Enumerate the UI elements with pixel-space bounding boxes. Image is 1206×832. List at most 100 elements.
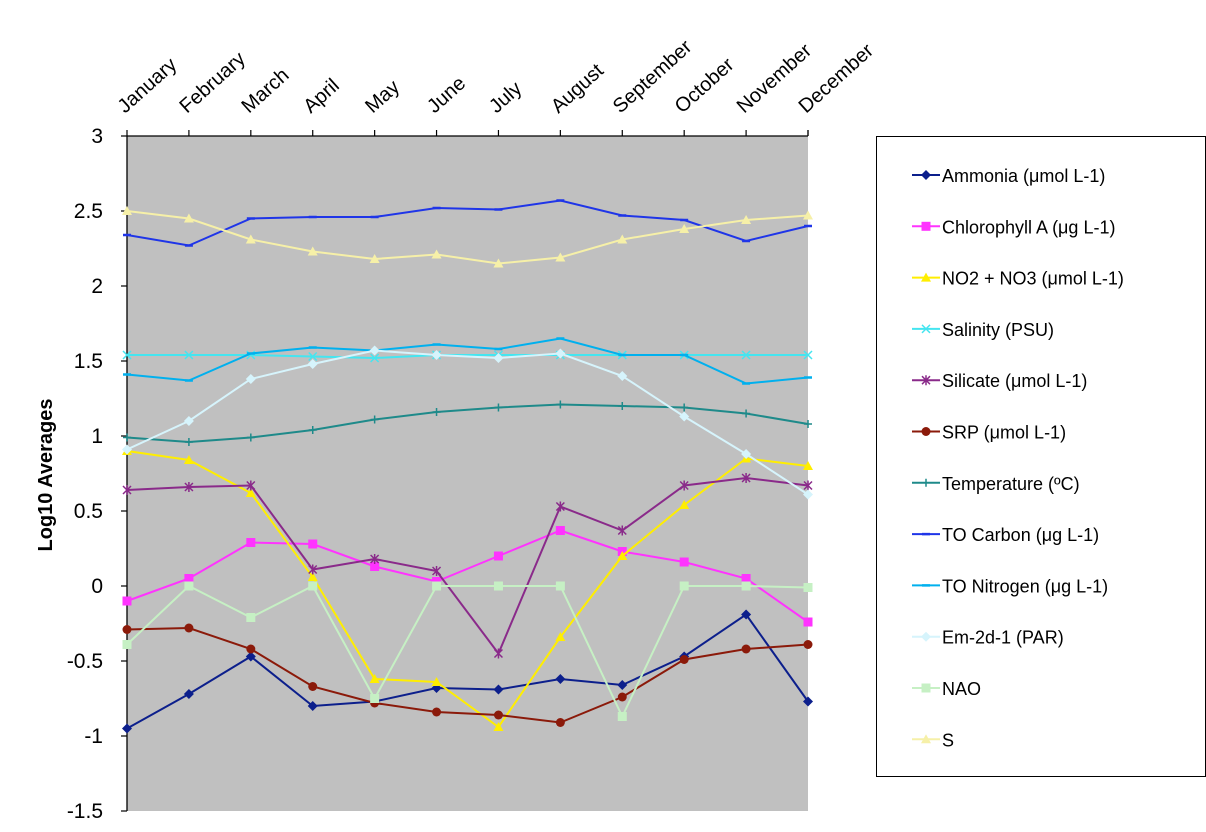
data-point [493,684,504,695]
data-point [741,574,751,583]
series-7 [123,400,812,446]
data-point [183,416,194,426]
data-point [122,350,132,360]
data-point [679,224,690,233]
data-point [308,539,318,549]
data-point [183,455,194,464]
legend-label: Temperature (ºC) [942,474,1080,494]
data-point [555,581,565,591]
data-point [432,581,442,591]
data-point [122,723,132,734]
series-line [126,450,809,729]
data-point [679,411,690,422]
data-point [803,210,813,220]
x-tick-label: April [299,75,343,118]
data-point [122,444,132,455]
data-point [246,644,256,654]
legend-label: Ammonia (μmol L-1) [942,166,1105,186]
legend-item: Temperature (ºC) [912,474,1080,494]
data-point [555,718,565,727]
series-line [126,337,809,385]
data-point [494,403,503,412]
data-point [679,581,689,591]
data-point [493,581,503,591]
data-point [184,574,194,583]
series-8 [123,199,812,247]
data-point [432,566,442,576]
series-10 [122,345,813,500]
data-point [245,651,256,662]
data-point [183,213,194,223]
legend-marker [921,221,931,231]
data-point [370,562,380,571]
data-point [803,617,813,627]
data-point [370,694,380,703]
data-point [245,374,256,384]
data-point [431,350,442,360]
data-point [803,480,813,491]
legend-label: Salinity (PSU) [942,320,1054,340]
legend-label: Em-2d-1 (PAR) [942,628,1064,648]
series-line [126,210,809,265]
x-tick-label: August [547,59,608,117]
data-point [618,402,627,410]
y-tick-label: 3 [91,125,103,148]
data-point [804,420,812,428]
legend-label: Chlorophyll A (μg L-1) [942,217,1115,237]
data-point [308,682,318,691]
data-point [617,371,628,381]
data-point [245,234,256,244]
legend-item: Chlorophyll A (μg L-1) [912,217,1115,237]
data-point [246,538,256,547]
data-point [307,572,318,581]
legend-marker [921,170,931,180]
data-point [308,426,317,434]
data-point [432,408,441,416]
data-point [741,581,751,591]
data-point [803,350,813,360]
series-line [126,199,809,247]
data-point [617,692,627,702]
data-point [617,551,628,560]
legend-marker [921,631,931,642]
data-point [555,674,566,684]
legend-item: Ammonia (μmol L-1) [912,166,1105,186]
data-point [432,707,442,717]
data-point [803,583,813,592]
data-point [493,710,503,720]
data-point [679,500,690,509]
legend-marker [921,324,931,334]
y-tick-label: 2 [91,275,103,298]
x-tick-label: February [176,48,250,118]
legend-box [876,136,1206,777]
data-point [122,206,132,215]
data-point [493,722,504,731]
y-tick-label: 1 [91,425,103,448]
data-point [307,701,318,711]
data-point [122,485,132,495]
y-tick-label: -0.5 [67,650,103,673]
data-point [184,581,194,591]
y-tick-label: -1.5 [67,800,103,823]
legend-label: Silicate (μmol L-1) [942,371,1087,391]
data-point [617,525,627,536]
data-point [555,348,566,359]
data-point [493,353,504,363]
series-line [127,354,808,360]
data-point [680,403,689,412]
legend-marker [921,683,931,693]
data-point [184,623,194,633]
legend-marker [921,272,931,282]
series-5 [122,473,813,659]
data-point [246,433,255,442]
data-point [245,488,256,497]
data-point [431,249,442,259]
legend-item: NAO [912,679,981,699]
data-point [803,696,813,707]
data-point [369,254,380,263]
data-point [307,246,318,256]
data-point [803,640,813,649]
y-tick-label: -1 [84,725,103,748]
y-tick-label: 0.5 [74,500,103,523]
